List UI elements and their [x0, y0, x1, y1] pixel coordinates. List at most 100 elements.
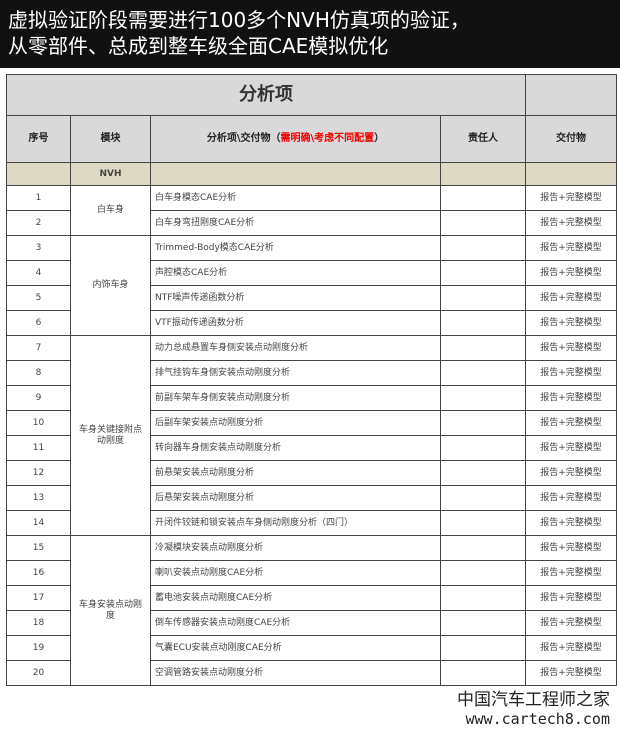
row-deliverable: 报告+完整模型 [525, 560, 617, 586]
row-item: 开闭件铰链和锁安装点车身侧动刚度分析（四门） [150, 510, 441, 536]
row-deliverable: 报告+完整模型 [525, 585, 617, 611]
table-row: 20 空调管路安装点动刚度分析 报告+完整模型 [6, 660, 617, 686]
row-owner [440, 435, 526, 461]
row-deliverable: 报告+完整模型 [525, 285, 617, 311]
table-row: 9 前副车架车身侧安装点动刚度分析 报告+完整模型 [6, 385, 617, 411]
row-item: NTF噪声传递函数分析 [150, 285, 441, 311]
row-deliverable: 报告+完整模型 [525, 660, 617, 686]
row-item: 冷凝模块安装点动刚度分析 [150, 535, 441, 561]
row-no: 11 [6, 435, 71, 461]
row-deliverable: 报告+完整模型 [525, 435, 617, 461]
table-row: 16 喇叭安装点动刚度CAE分析 报告+完整模型 [6, 560, 617, 586]
row-owner [440, 635, 526, 661]
row-item: 后副车架安装点动刚度分析 [150, 410, 441, 436]
row-owner [440, 310, 526, 336]
header-deliverable: 交付物 [525, 115, 617, 163]
table-row: 7 车身关键接附点动刚度 动力总成悬置车身侧安装点动刚度分析 报告+完整模型 [6, 335, 617, 536]
table-row: 12 前悬架安装点动刚度分析 报告+完整模型 [6, 460, 617, 486]
row-owner [440, 485, 526, 511]
table-row: 10 后副车架安装点动刚度分析 报告+完整模型 [6, 410, 617, 436]
header-item: 分析项\交付物（需明确\考虑不同配置） [150, 115, 441, 163]
row-no: 14 [6, 510, 71, 536]
row-no: 19 [6, 635, 71, 661]
table-row: 1 白车身 白车身模态CAE分析 报告+完整模型 [6, 185, 617, 236]
table-row: 3 内饰车身 Trimmed-Body模态CAE分析 报告+完整模型 [6, 235, 617, 336]
row-deliverable: 报告+完整模型 [525, 210, 617, 236]
row-no: 6 [6, 310, 71, 336]
banner-line-1: 虚拟验证阶段需要进行100多个NVH仿真项的验证， [8, 8, 470, 32]
row-owner [440, 285, 526, 311]
header-module: 模块 [70, 115, 151, 163]
row-no: 13 [6, 485, 71, 511]
row-item: 白车身弯扭刚度CAE分析 [150, 210, 441, 236]
row-no: 1 [6, 185, 71, 211]
table-row: 17 蓄电池安装点动刚度CAE分析 报告+完整模型 [6, 585, 617, 611]
row-deliverable: 报告+完整模型 [525, 510, 617, 536]
banner-line-2: 从零部件、总成到整车级全面CAE模拟优化 [8, 34, 389, 58]
table-row: 14 开闭件铰链和锁安装点车身侧动刚度分析（四门） 报告+完整模型 [6, 510, 617, 536]
table-row: 19 气囊ECU安装点动刚度CAE分析 报告+完整模型 [6, 635, 617, 661]
watermark: 中国汽车工程师之家 www.cartech8.com [457, 690, 610, 728]
row-item: 蓄电池安装点动刚度CAE分析 [150, 585, 441, 611]
row-no: 18 [6, 610, 71, 636]
row-deliverable: 报告+完整模型 [525, 460, 617, 486]
row-no: 2 [6, 210, 71, 236]
table-row: 2 白车身弯扭刚度CAE分析 报告+完整模型 [6, 210, 617, 236]
row-no: 3 [6, 235, 71, 261]
row-module: 车身安装点动刚度 [70, 535, 151, 686]
row-no: 7 [6, 335, 71, 361]
row-deliverable: 报告+完整模型 [525, 410, 617, 436]
row-module: 白车身 [70, 185, 151, 236]
header-owner: 责任人 [440, 115, 526, 163]
section-nvh: NVH [70, 162, 151, 186]
table-row: 13 后悬架安装点动刚度分析 报告+完整模型 [6, 485, 617, 511]
row-item: 声腔模态CAE分析 [150, 260, 441, 286]
table-row: 15 车身安装点动刚度 冷凝模块安装点动刚度分析 报告+完整模型 [6, 535, 617, 686]
row-no: 15 [6, 535, 71, 561]
row-deliverable: 报告+完整模型 [525, 235, 617, 261]
row-item: 排气挂钩车身侧安装点动刚度分析 [150, 360, 441, 386]
row-deliverable: 报告+完整模型 [525, 335, 617, 361]
row-deliverable: 报告+完整模型 [525, 260, 617, 286]
nvh-analysis-table: 分析项 序号 模块 分析项\交付物（需明确\考虑不同配置） 责任人 交付物 NV… [6, 74, 617, 686]
row-owner [440, 335, 526, 361]
row-item: 倒车传感器安装点动刚度CAE分析 [150, 610, 441, 636]
row-owner [440, 460, 526, 486]
row-no: 9 [6, 385, 71, 411]
row-no: 5 [6, 285, 71, 311]
table-row: 4 声腔模态CAE分析 报告+完整模型 [6, 260, 617, 286]
row-no: 4 [6, 260, 71, 286]
row-no: 20 [6, 660, 71, 686]
row-deliverable: 报告+完整模型 [525, 360, 617, 386]
row-owner [440, 610, 526, 636]
row-owner [440, 410, 526, 436]
row-item: Trimmed-Body模态CAE分析 [150, 235, 441, 261]
row-no: 17 [6, 585, 71, 611]
row-owner [440, 560, 526, 586]
row-deliverable: 报告+完整模型 [525, 310, 617, 336]
table-row: 18 倒车传感器安装点动刚度CAE分析 报告+完整模型 [6, 610, 617, 636]
row-no: 8 [6, 360, 71, 386]
row-owner [440, 185, 526, 211]
row-deliverable: 报告+完整模型 [525, 635, 617, 661]
row-item: 转向器车身侧安装点动刚度分析 [150, 435, 441, 461]
row-deliverable: 报告+完整模型 [525, 610, 617, 636]
header-no: 序号 [6, 115, 71, 163]
row-owner [440, 535, 526, 561]
row-deliverable: 报告+完整模型 [525, 185, 617, 211]
row-item: 后悬架安装点动刚度分析 [150, 485, 441, 511]
row-deliverable: 报告+完整模型 [525, 535, 617, 561]
row-owner [440, 210, 526, 236]
row-item: 前悬架安装点动刚度分析 [150, 460, 441, 486]
row-owner [440, 510, 526, 536]
row-owner [440, 385, 526, 411]
row-item: 空调管路安装点动刚度分析 [150, 660, 441, 686]
row-item: 喇叭安装点动刚度CAE分析 [150, 560, 441, 586]
row-owner [440, 660, 526, 686]
table-title: 分析项 [6, 74, 526, 116]
row-item: 前副车架车身侧安装点动刚度分析 [150, 385, 441, 411]
row-item: 气囊ECU安装点动刚度CAE分析 [150, 635, 441, 661]
row-no: 10 [6, 410, 71, 436]
row-item: VTF振动传递函数分析 [150, 310, 441, 336]
row-deliverable: 报告+完整模型 [525, 485, 617, 511]
